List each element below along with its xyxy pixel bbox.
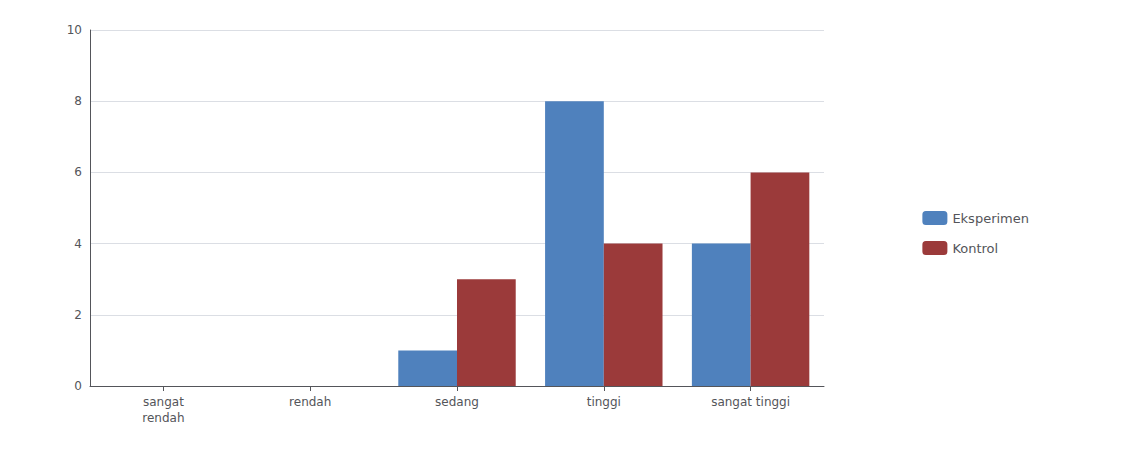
svg-text:4: 4 [74,237,82,251]
svg-text:sedang: sedang [435,395,479,409]
svg-text:8: 8 [74,94,82,108]
svg-text:Kontrol: Kontrol [952,241,998,256]
svg-text:tinggi: tinggi [587,395,621,409]
svg-text:sangat: sangat [143,395,184,409]
svg-text:rendah: rendah [289,395,331,409]
svg-text:sangat tinggi: sangat tinggi [711,395,790,409]
svg-text:0: 0 [74,379,82,393]
svg-text:Eksperimen: Eksperimen [952,211,1029,226]
svg-text:6: 6 [74,165,82,179]
svg-text:10: 10 [67,23,82,37]
svg-text:rendah: rendah [142,411,184,425]
svg-text:2: 2 [74,308,82,322]
